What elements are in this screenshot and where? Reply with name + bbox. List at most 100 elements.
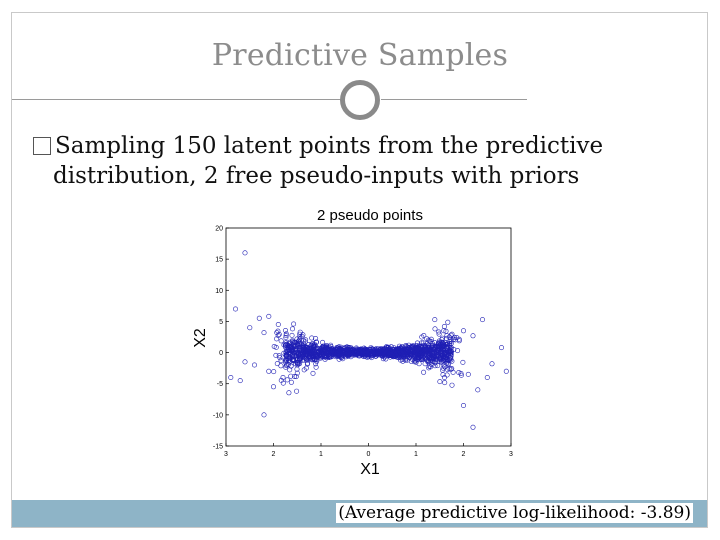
scatter-point (278, 338, 284, 344)
scatter-point (310, 341, 316, 347)
scatter-point (304, 356, 310, 362)
scatter-point (425, 357, 431, 363)
scatter-point (498, 345, 504, 351)
scatter-point (288, 345, 294, 351)
scatter-point (406, 349, 412, 355)
scatter-point (456, 336, 462, 342)
slide-title: Predictive Samples (211, 38, 509, 73)
scatter-point (452, 335, 458, 341)
scatter-point (292, 347, 298, 353)
scatter-point (275, 322, 281, 328)
scatter-point (283, 331, 289, 337)
scatter-points (228, 250, 509, 430)
scatter-point (303, 337, 309, 343)
scatter-point (295, 361, 301, 367)
scatter-point (300, 347, 306, 353)
scatter-point (232, 306, 238, 312)
scatter-point (380, 349, 386, 355)
bullet-line-1-text: Sampling 150 latent points from the pred… (55, 133, 604, 159)
scatter-point (432, 326, 438, 332)
scatter-point (475, 387, 481, 393)
scatter-point (436, 338, 442, 344)
scatter-point (283, 344, 289, 350)
scatter-point (414, 352, 420, 358)
scatter-point (242, 250, 248, 256)
scatter-point (436, 329, 442, 335)
scatter-point (425, 337, 431, 343)
scatter-point (313, 336, 319, 342)
scatter-point (398, 351, 404, 357)
scatter-point (449, 382, 455, 388)
scatter-point (273, 352, 279, 358)
scatter-point (444, 372, 450, 378)
scatter-point (335, 351, 341, 357)
title-divider-right (381, 99, 527, 100)
scatter-point (443, 351, 449, 357)
scatter-point (479, 317, 485, 323)
scatter-point (294, 341, 300, 347)
scatter-point (320, 343, 326, 349)
scatter-point (448, 355, 454, 361)
scatter-point (288, 379, 294, 385)
scatter-point (261, 412, 267, 418)
scatter-point (425, 359, 431, 365)
scatter-point (377, 348, 383, 354)
scatter-point (451, 347, 457, 353)
scatter-point (445, 351, 451, 357)
x-tick-label: 3 (224, 451, 228, 458)
scatter-point (275, 328, 281, 334)
divider-ring-ornament (340, 80, 380, 120)
x-axis: 3 2 1 0 1 2 3 (224, 443, 513, 458)
scatter-point (446, 338, 452, 344)
scatter-point (364, 349, 370, 355)
slide-frame (11, 12, 708, 528)
x-axis-label: X1 (360, 461, 380, 478)
scatter-point (283, 335, 289, 341)
scatter-point (295, 342, 301, 348)
bullet-text: Sampling 150 latent points from the pred… (33, 131, 673, 191)
scatter-point (343, 348, 349, 354)
scatter-point (323, 343, 329, 349)
scatter-point (441, 375, 447, 381)
scatter-point (350, 347, 356, 353)
scatter-point (422, 345, 428, 351)
scatter-point (411, 359, 417, 365)
bullet-icon (33, 137, 51, 155)
scatter-point (443, 341, 449, 347)
scatter-point (396, 343, 402, 349)
scatter-point (281, 350, 287, 356)
scatter-point (307, 346, 313, 352)
scatter-point (410, 347, 416, 353)
scatter-point (322, 356, 328, 362)
scatter-point (284, 377, 290, 383)
scatter-point (274, 330, 280, 336)
scatter-point (280, 375, 286, 381)
scatter-point (447, 345, 453, 351)
scatter-point (228, 375, 234, 381)
scatter-point (470, 424, 476, 430)
x-tick-label: 2 (462, 451, 466, 458)
scatter-point (358, 349, 364, 355)
scatter-point (289, 332, 295, 338)
scatter-point (271, 369, 277, 375)
y-tick-label: 5 (219, 319, 223, 326)
scatter-point (391, 350, 397, 356)
scatter-point (283, 328, 289, 334)
x-tick-label: 1 (414, 451, 418, 458)
scatter-point (420, 340, 426, 346)
y-axis: 20 15 10 5 0 -5 -10 -15 (213, 226, 229, 451)
scatter-point (290, 354, 296, 360)
scatter-point (433, 343, 439, 349)
scatter-point (423, 344, 429, 350)
y-tick-label: 0 (219, 350, 223, 357)
scatter-point (266, 313, 272, 319)
scatter-point (310, 343, 316, 349)
scatter-point (288, 363, 294, 369)
scatter-point (310, 350, 316, 356)
scatter-point (326, 352, 332, 358)
bullet-line-2: distribution, 2 free pseudo-inputs with … (53, 163, 580, 189)
scatter-point (290, 326, 296, 332)
scatter-point (310, 356, 316, 362)
x-tick-label: 3 (509, 451, 513, 458)
